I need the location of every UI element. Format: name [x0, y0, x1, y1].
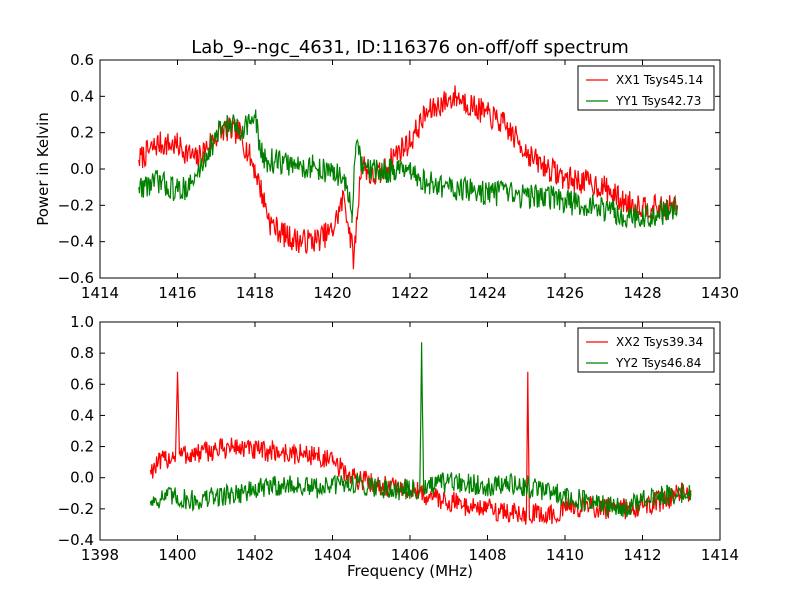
x-axis-label-bottom: Frequency (MHz)	[347, 562, 473, 580]
y-tick-label: 0.2	[70, 438, 94, 456]
x-tick-label: 1414	[701, 546, 739, 564]
x-tick-label: 1424	[468, 284, 506, 302]
x-tick-label: 1418	[236, 284, 274, 302]
x-tick-label: 1408	[468, 546, 506, 564]
y-tick-label: −0.4	[58, 233, 94, 251]
x-tick-label: 1426	[546, 284, 584, 302]
x-tick-label: 1430	[701, 284, 739, 302]
legend-label: XX1 Tsys45.14	[616, 73, 703, 87]
top-panel: 1414 1416 1418 1420 1422 1424 1426 1428 1430 −0.6…	[58, 51, 740, 302]
legend-box	[577, 65, 715, 111]
y-tick-label: −0.2	[58, 196, 94, 214]
y-tick-label: −0.2	[58, 500, 94, 518]
y-tick-label: 0.8	[70, 344, 94, 362]
series-line-yy1-0	[138, 109, 678, 229]
x-tick-label: 1406	[391, 546, 429, 564]
y-tick-label: 0.0	[70, 469, 94, 487]
legend-label: XX2 Tsys39.34	[616, 335, 703, 349]
x-tick-label: 1422	[391, 284, 429, 302]
y-tick-label: 1.0	[70, 313, 94, 331]
x-tick-label: 1420	[313, 284, 351, 302]
legend-label: YY1 Tsys42.73	[615, 94, 701, 108]
chart-title: Lab_9--ngc_4631, ID:116376 on-off/off sp…	[191, 37, 629, 58]
x-tick-label: 1398	[81, 546, 119, 564]
x-tick-label: 1412	[623, 546, 661, 564]
x-tick-label: 1400	[158, 546, 196, 564]
y-tick-label: 0.2	[70, 124, 94, 142]
legend-label: YY2 Tsys46.84	[615, 356, 701, 370]
y-tick-label: 0.4	[70, 87, 94, 105]
x-tick-label: 1410	[546, 546, 584, 564]
y-tick-label: 0.6	[70, 375, 94, 393]
x-tick-label: 1428	[623, 284, 661, 302]
x-tick-label: 1414	[81, 284, 119, 302]
series-line-yy2-1	[149, 342, 692, 518]
bottom-panel: 1398 1400 1402 1404 1406 1408 1410 1412 1414 −0.4…	[58, 313, 740, 564]
x-tick-label: 1416	[158, 284, 196, 302]
legend-box	[577, 327, 715, 373]
y-tick-label: 0.0	[70, 160, 94, 178]
x-tick-label: 1404	[313, 546, 351, 564]
x-tick-label: 1402	[236, 546, 274, 564]
y-tick-label: −0.4	[58, 531, 94, 549]
y-tick-label: 0.6	[70, 51, 94, 69]
y-tick-label: 0.4	[70, 406, 94, 424]
y-axis-label-top: Power in Kelvin	[34, 112, 52, 226]
y-tick-label: −0.6	[58, 269, 94, 287]
series-line-xx2-1	[149, 371, 692, 525]
